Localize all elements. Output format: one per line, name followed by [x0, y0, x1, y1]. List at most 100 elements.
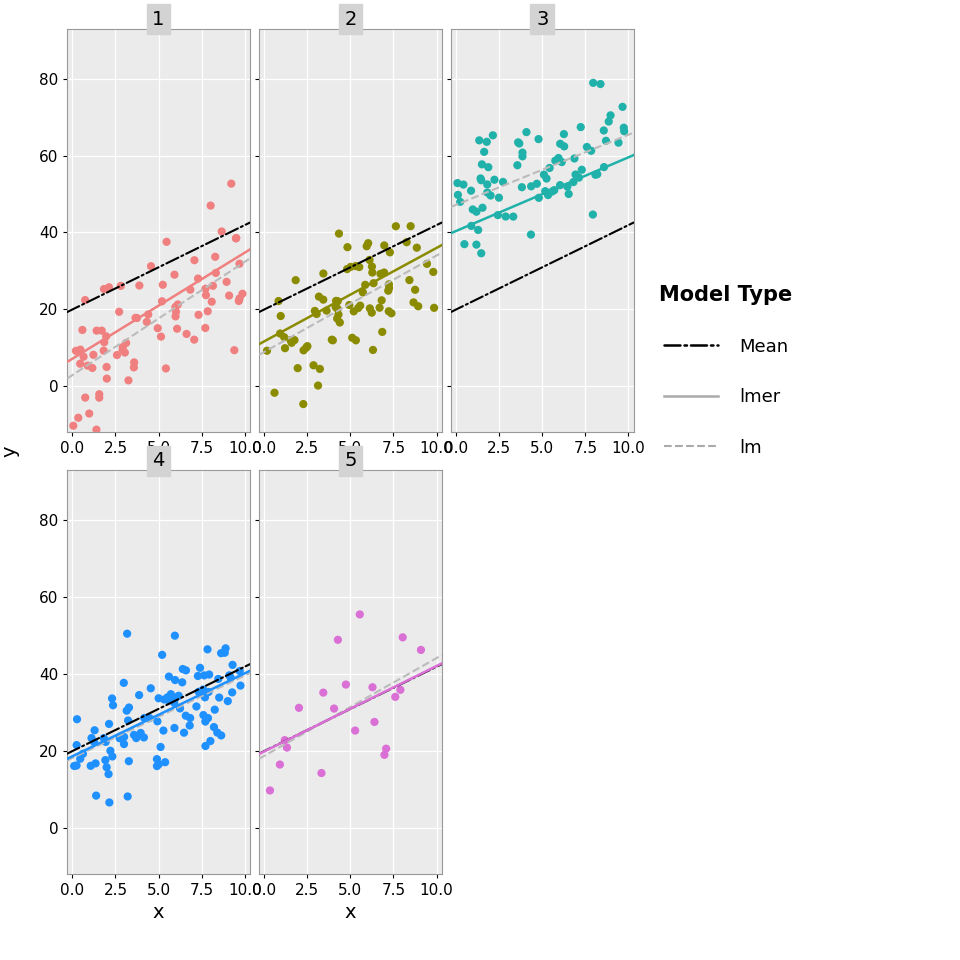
- Point: [161, 669, 177, 684]
- Point: [348, 332, 364, 348]
- Point: [140, 307, 156, 323]
- Point: [468, 237, 484, 252]
- Point: [69, 737, 84, 753]
- Point: [198, 738, 213, 754]
- Point: [202, 667, 217, 683]
- Point: [98, 753, 113, 768]
- Point: [150, 321, 165, 336]
- Point: [69, 711, 84, 727]
- Point: [80, 358, 95, 373]
- Point: [338, 677, 353, 692]
- Point: [547, 153, 563, 168]
- Point: [596, 159, 612, 175]
- Point: [601, 114, 616, 130]
- Point: [139, 314, 155, 329]
- Point: [136, 710, 152, 726]
- Point: [331, 226, 347, 241]
- Point: [367, 714, 382, 730]
- Point: [99, 359, 114, 374]
- Point: [498, 209, 514, 225]
- Point: [210, 671, 226, 686]
- Point: [300, 339, 315, 354]
- Point: [470, 223, 486, 238]
- Point: [235, 286, 251, 301]
- Point: [128, 310, 143, 325]
- Point: [409, 240, 424, 255]
- Point: [219, 275, 234, 290]
- Point: [198, 714, 213, 730]
- Point: [169, 321, 184, 336]
- Point: [149, 752, 164, 767]
- Point: [150, 713, 165, 729]
- Point: [273, 308, 288, 324]
- Point: [168, 309, 183, 324]
- Point: [94, 323, 109, 338]
- Point: [464, 183, 479, 199]
- Point: [473, 246, 489, 261]
- Point: [197, 689, 212, 705]
- Point: [380, 283, 396, 299]
- Point: [75, 323, 90, 338]
- Point: [151, 690, 166, 706]
- Point: [96, 281, 111, 297]
- Point: [199, 287, 214, 302]
- Point: [205, 278, 221, 294]
- Point: [213, 645, 228, 660]
- Point: [191, 307, 206, 323]
- Point: [120, 789, 135, 804]
- Point: [213, 728, 228, 743]
- Point: [378, 741, 394, 756]
- Point: [589, 166, 605, 181]
- Point: [225, 658, 240, 673]
- Point: [399, 234, 415, 250]
- Point: [167, 695, 182, 710]
- Point: [314, 765, 329, 780]
- Point: [211, 690, 227, 706]
- Point: [208, 265, 224, 280]
- Point: [471, 132, 487, 148]
- Point: [167, 720, 182, 735]
- Point: [85, 348, 101, 363]
- Point: [159, 689, 175, 705]
- Point: [153, 739, 168, 755]
- Point: [84, 731, 99, 746]
- Point: [186, 332, 202, 348]
- Point: [481, 159, 496, 175]
- Point: [203, 198, 218, 213]
- Point: [510, 157, 525, 173]
- Point: [179, 708, 194, 724]
- Point: [465, 202, 480, 217]
- Point: [102, 716, 117, 732]
- Point: [491, 207, 506, 223]
- Point: [316, 266, 331, 281]
- Point: [603, 108, 618, 123]
- Point: [316, 292, 331, 307]
- Point: [331, 307, 347, 323]
- Point: [232, 663, 248, 679]
- Point: [267, 385, 282, 400]
- Point: [413, 642, 428, 658]
- Title: 1: 1: [153, 10, 165, 29]
- Point: [120, 713, 135, 729]
- Point: [457, 236, 472, 252]
- Point: [561, 186, 576, 202]
- Point: [143, 258, 158, 274]
- Point: [133, 725, 149, 740]
- Point: [99, 759, 114, 775]
- Point: [556, 127, 571, 142]
- Point: [420, 256, 435, 272]
- Title: 4: 4: [153, 451, 165, 470]
- Point: [506, 209, 521, 225]
- Point: [474, 156, 490, 172]
- Point: [118, 335, 133, 350]
- Point: [464, 218, 479, 233]
- Point: [190, 668, 205, 684]
- Point: [78, 390, 93, 405]
- Point: [121, 372, 136, 388]
- Point: [284, 335, 300, 350]
- Point: [372, 266, 388, 281]
- Point: [143, 681, 158, 696]
- Point: [345, 330, 360, 346]
- Point: [105, 749, 120, 764]
- Point: [68, 343, 84, 358]
